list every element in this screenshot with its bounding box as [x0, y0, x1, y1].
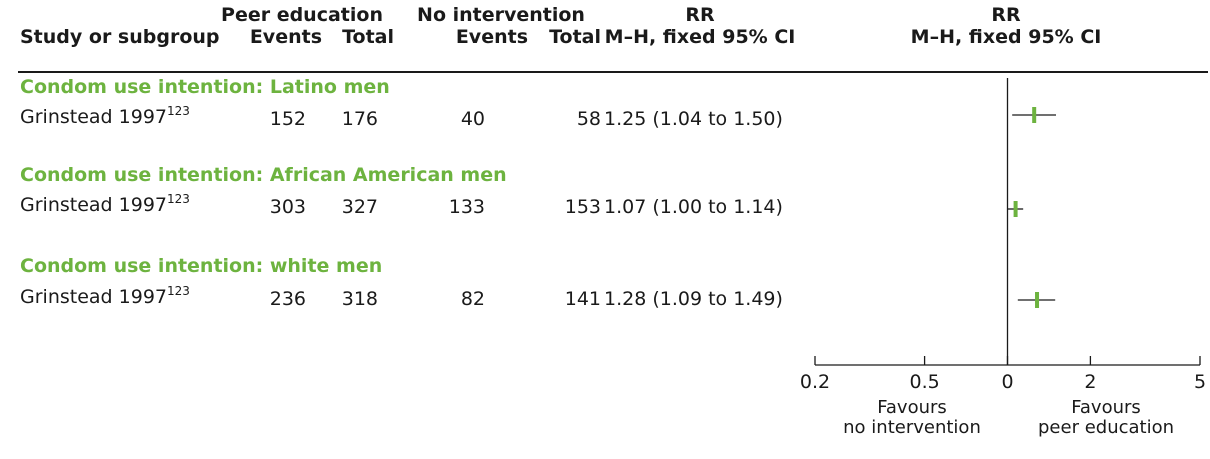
rr-value: 1.07 (1.00 to 1.14): [604, 196, 783, 218]
x-tick-label: 0.5: [909, 371, 939, 393]
subgroup-title: Condom use intention: African American m…: [20, 164, 507, 186]
x-tick-label: 0: [1001, 371, 1013, 393]
rr-value: 1.25 (1.04 to 1.50): [604, 108, 783, 130]
favours-left-label: Favours no intervention: [843, 397, 981, 438]
x-tick-label: 5: [1194, 371, 1206, 393]
group1-events: 152: [269, 108, 306, 130]
group1-total-header: Total: [342, 26, 394, 48]
rr-value: 1.28 (1.09 to 1.49): [604, 288, 783, 310]
group1-total: 176: [341, 108, 378, 130]
x-tick-label: 0.2: [800, 371, 830, 393]
group2-total-header: Total: [549, 26, 601, 48]
study-name: Grinstead 1997123: [20, 283, 190, 308]
group2-events: 133: [448, 196, 485, 218]
point-estimate: [1013, 201, 1018, 217]
study-column-header: Study or subgroup: [20, 26, 220, 48]
plot-method-header: M–H, fixed 95% CI: [910, 26, 1102, 48]
group1-header: Peer education: [221, 4, 383, 26]
rr-method-header: M–H, fixed 95% CI: [604, 26, 796, 48]
group1-events: 303: [269, 196, 306, 218]
reference-number: 123: [167, 191, 190, 206]
group2-events: 40: [460, 108, 485, 130]
group2-total: 58: [576, 108, 601, 130]
reference-number: 123: [167, 103, 190, 118]
study-name: Grinstead 1997123: [20, 191, 190, 216]
group2-total: 153: [564, 196, 601, 218]
rr-column-header: RR: [685, 4, 715, 26]
x-tick-label: 2: [1084, 371, 1096, 393]
group2-events: 82: [460, 288, 485, 310]
reference-number: 123: [167, 283, 190, 298]
plot-header: RR: [991, 4, 1021, 26]
point-estimate: [1035, 292, 1040, 308]
subgroup-title: Condom use intention: Latino men: [20, 76, 390, 98]
study-name: Grinstead 1997123: [20, 103, 190, 128]
subgroup-title: Condom use intention: white men: [20, 255, 383, 277]
group1-events: 236: [269, 288, 306, 310]
group2-events-header: Events: [455, 26, 528, 48]
header-rule: [18, 71, 1208, 73]
group1-total: 318: [341, 288, 378, 310]
favours-right-label: Favours peer education: [1037, 397, 1175, 438]
point-estimate: [1032, 107, 1037, 123]
group2-header: No intervention: [417, 4, 585, 26]
group2-total: 141: [564, 288, 601, 310]
group1-total: 327: [341, 196, 378, 218]
group1-events-header: Events: [249, 26, 322, 48]
